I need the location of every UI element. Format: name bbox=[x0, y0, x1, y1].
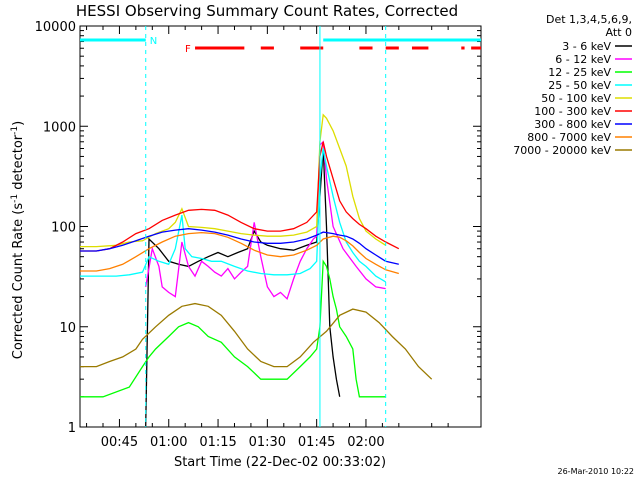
series-line-8 bbox=[80, 302, 433, 380]
legend-label-7: 800 - 7000 keV bbox=[527, 131, 611, 144]
tick-layer: 1 10 100 1000 10000 00:45 01:00 01:15 01:30 01:45… bbox=[35, 20, 482, 450]
y-tick-label-0: 1 bbox=[68, 421, 76, 436]
x-tick-label-2: 01:15 bbox=[199, 435, 236, 450]
series-line-1 bbox=[145, 140, 386, 300]
legend-label-8: 7000 - 20000 keV bbox=[513, 144, 611, 157]
x-tick-label-5: 02:00 bbox=[347, 435, 384, 450]
legend-label-3: 25 - 50 keV bbox=[548, 79, 611, 92]
legend-label-5: 100 - 300 keV bbox=[534, 105, 611, 118]
chart-title: HESSI Observing Summary Count Rates, Cor… bbox=[76, 2, 458, 20]
x-tick-label-1: 01:00 bbox=[150, 435, 187, 450]
y-axis-label: Corrected Count Rate (s-1 detector-1) bbox=[10, 121, 26, 359]
series-line-3 bbox=[80, 148, 387, 283]
series-line-0 bbox=[145, 148, 341, 428]
y-tick-label-3: 1000 bbox=[43, 120, 76, 135]
legend-label-0: 3 - 6 keV bbox=[562, 40, 611, 53]
y-tick-label-2: 100 bbox=[51, 221, 76, 236]
night-flag-label: N bbox=[150, 36, 157, 47]
series-line-6 bbox=[80, 228, 399, 265]
legend-header-line-2: Att 0 bbox=[606, 26, 632, 39]
legend-label-4: 50 - 100 keV bbox=[541, 92, 611, 105]
x-axis-label: Start Time (22-Dec-02 00:33:02) bbox=[174, 455, 386, 470]
series-layer bbox=[80, 113, 433, 428]
flag-layer: FN bbox=[80, 36, 481, 55]
x-tick-label-4: 01:45 bbox=[298, 435, 335, 450]
legend-label-1: 6 - 12 keV bbox=[555, 53, 611, 66]
series-line-2 bbox=[80, 259, 386, 398]
y-tick-label-4: 10000 bbox=[35, 20, 76, 35]
flare-flag-label: F bbox=[185, 44, 191, 55]
x-tick-label-3: 01:30 bbox=[249, 435, 286, 450]
legend-label-2: 12 - 25 keV bbox=[548, 66, 611, 79]
y-tick-label-1: 10 bbox=[59, 321, 76, 336]
legend-label-6: 300 - 800 keV bbox=[534, 118, 611, 131]
series-line-4 bbox=[80, 113, 387, 248]
series-line-7 bbox=[80, 231, 399, 275]
marker-layer bbox=[145, 26, 387, 427]
series-line-5 bbox=[80, 141, 400, 252]
x-tick-label-0: 00:45 bbox=[101, 435, 138, 450]
legend-header-line-1: Det 1,3,4,5,6,9, bbox=[546, 13, 632, 26]
timestamp: 26-Mar-2010 10:22 bbox=[558, 467, 635, 476]
